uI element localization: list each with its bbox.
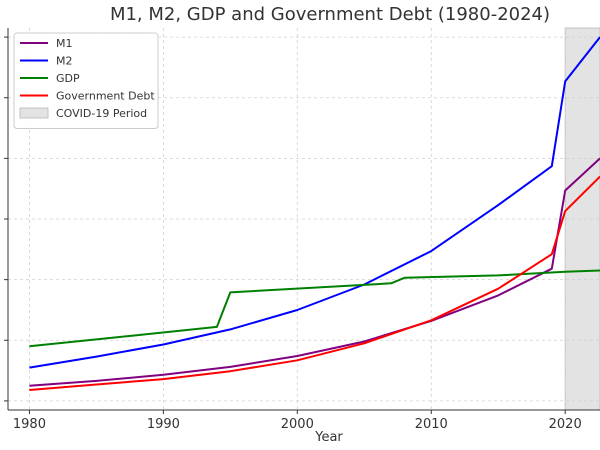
shaded-region-layer (564, 27, 600, 411)
series-layer (29, 36, 600, 391)
grid-layer (8, 28, 600, 410)
x-tick-label: 1990 (147, 417, 180, 432)
legend-box (13, 32, 159, 129)
x-tick-label: 2010 (415, 417, 448, 432)
legend-label-covid-period: COVID-19 Period (56, 107, 147, 120)
series-line-gdp (29, 269, 600, 348)
x-tick-label: 1980 (13, 417, 46, 432)
series-line-government-debt (29, 175, 600, 391)
legend-swatch-covid-period (19, 107, 49, 119)
x-tick-label: 2000 (281, 417, 314, 432)
covid-period-shade (564, 27, 600, 411)
legend-label-m2: M2 (56, 55, 73, 68)
tick-layer: 1980 1990 2000 2010 2020 (4, 36, 582, 432)
legend-label-gdp: GDP (56, 72, 80, 85)
x-tick-label: 2020 (549, 417, 582, 432)
chart-title: M1, M2, GDP and Government Debt (1980-20… (110, 4, 550, 25)
x-axis-label: Year (314, 430, 343, 445)
legend: M1 M2 GDP Government Debt COVID-19 Period (13, 32, 159, 129)
legend-label-government-debt: Government Debt (56, 90, 155, 103)
legend-label-m1: M1 (56, 37, 73, 50)
